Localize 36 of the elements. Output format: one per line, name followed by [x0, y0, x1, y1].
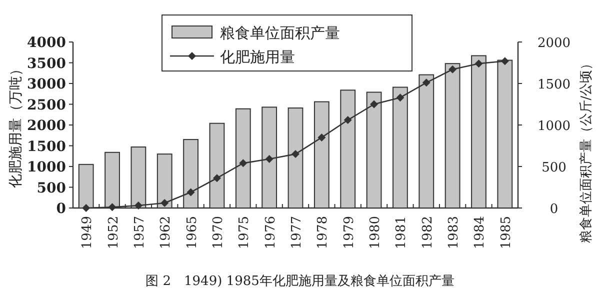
- y-tick-label: 2500: [27, 97, 66, 114]
- y-tick-label: 3500: [27, 56, 66, 72]
- x-tick-label: 1981: [394, 216, 410, 250]
- legend-label: 化肥施用量: [220, 48, 295, 66]
- y-tick-label: 500: [36, 180, 66, 196]
- y-axis-title: 化肥施用量（万吨）: [8, 62, 24, 188]
- y-tick-label: 3000: [27, 76, 66, 92]
- y2-tick-label: 1000: [537, 119, 571, 134]
- y-tick-label: 4000: [27, 35, 66, 51]
- y-tick-label: 2000: [27, 118, 66, 134]
- x-tick-label: 1977: [290, 216, 304, 250]
- y-tick-label: 0: [56, 201, 66, 217]
- x-tick-label: 1970: [210, 216, 226, 250]
- x-tick-label: 1962: [158, 216, 174, 250]
- y2-axis-title: 粮食单位面积产量（公斤/公顷）: [579, 56, 594, 244]
- x-tick-label: 1984: [472, 216, 488, 250]
- y2-tick-label: 1500: [537, 78, 571, 92]
- legend-label: 粮食单位面积产量: [220, 24, 340, 42]
- x-tick-label: 1978: [316, 216, 331, 250]
- x-tick-label: 1952: [106, 216, 122, 250]
- x-tick-label: 1985: [498, 216, 514, 250]
- y2-tick-label: 0: [550, 202, 558, 217]
- text: 图 2 1949) 1985年化肥施用量及粮食单位面积产量: [146, 274, 454, 289]
- y2-tick-label: 500: [542, 160, 566, 176]
- x-tick-label: 1976: [263, 216, 278, 250]
- x-tick-label: 1982: [420, 216, 436, 250]
- x-tick-label: 1975: [237, 216, 252, 250]
- x-tick-label: 1979: [342, 216, 357, 250]
- x-tick-label: 1980: [368, 216, 384, 250]
- y-tick-label: 1500: [27, 138, 66, 155]
- x-tick-label: 1983: [446, 216, 462, 250]
- y-tick-label: 1000: [27, 160, 66, 176]
- x-tick-label: 1949: [80, 216, 96, 250]
- x-tick-label: 1957: [132, 216, 148, 250]
- x-tick-label: 1965: [184, 216, 200, 250]
- y2-tick-label: 2000: [537, 36, 571, 51]
